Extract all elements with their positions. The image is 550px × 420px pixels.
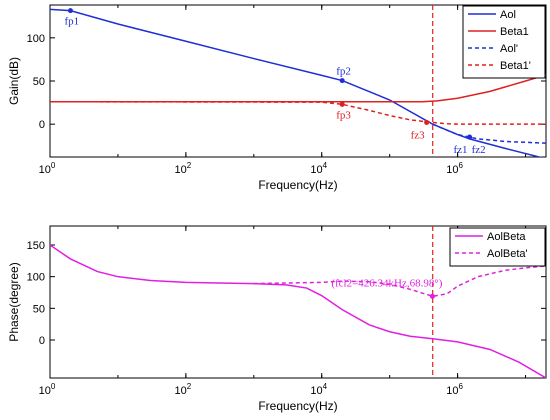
legend-entry: Beta1' — [500, 60, 531, 72]
legend: Aol Beta1 Aol' Beta1' — [462, 5, 546, 79]
annotation-label: fp3 — [336, 109, 351, 121]
x-tick-exponent: 4 — [323, 382, 328, 391]
annotation-label: fz2 — [472, 144, 486, 156]
y-tick-label: 50 — [33, 303, 45, 315]
x-tick-label: 106 — [446, 161, 463, 176]
annotation-marker — [467, 134, 473, 140]
x-tick-base: 10 — [175, 385, 187, 397]
x-tick-label: 100 — [39, 382, 56, 397]
x-tick-exponent: 2 — [187, 161, 192, 170]
series-line-aolbeta-prime — [253, 265, 546, 298]
x-tick-base: 10 — [446, 385, 458, 397]
phase-subplot: 100 102 104 106050100150Frequency(Hz)Phase(… — [7, 225, 547, 413]
x-tick-base: 10 — [39, 164, 51, 176]
x-axis-label: Frequency(Hz) — [258, 178, 337, 192]
y-tick-label: 0 — [39, 335, 45, 347]
y-tick-label: 50 — [33, 76, 45, 88]
annotation-marker — [339, 78, 345, 84]
y-axis-label: Phase(degree) — [7, 262, 21, 341]
legend-box — [462, 5, 546, 79]
x-tick-label: 106 — [446, 382, 463, 397]
x-tick-base: 10 — [446, 164, 458, 176]
legend-entry: AolBeta — [487, 231, 526, 243]
x-tick-exponent: 2 — [187, 382, 192, 391]
x-tick-label: 102 — [175, 382, 192, 397]
x-tick-label: 102 — [175, 161, 192, 176]
x-tick-exponent: 6 — [459, 161, 464, 170]
y-axis-label: Gain(dB) — [7, 57, 21, 105]
annotation-marker — [424, 119, 430, 125]
x-tick-exponent: 0 — [51, 382, 56, 391]
x-axis-label: Frequency(Hz) — [258, 399, 337, 413]
x-tick-label: 100 — [39, 161, 56, 176]
x-tick-base: 10 — [310, 385, 322, 397]
x-tick-base: 10 — [39, 385, 51, 397]
y-tick-label: 150 — [27, 240, 45, 252]
y-tick-label: 0 — [39, 119, 45, 131]
legend-box — [449, 227, 546, 267]
x-tick-label: 104 — [310, 382, 327, 397]
x-tick-exponent: 4 — [323, 161, 328, 170]
legend-entry: Aol — [500, 9, 516, 21]
x-tick-base: 10 — [310, 164, 322, 176]
legend-entry: Beta1 — [500, 26, 529, 38]
series-line-beta1-prime — [50, 100, 546, 125]
series-line-aolbeta — [50, 244, 546, 378]
annotation-label: fz1 — [454, 144, 468, 156]
series-line-aol-prime — [432, 123, 546, 144]
annotation-label: (fcl2=426.34kHz,68.98°) — [331, 277, 442, 289]
annotation-marker — [429, 293, 435, 299]
annotation-marker — [339, 101, 345, 107]
annotation-label: fp2 — [336, 66, 351, 78]
legend-entry: Aol' — [500, 43, 518, 55]
y-tick-label: 100 — [27, 272, 45, 284]
annotation-label: fp1 — [64, 16, 79, 28]
annotation-label: fz3 — [411, 129, 426, 141]
legend: AolBeta AolBeta' — [449, 227, 546, 267]
legend-entry: AolBeta' — [487, 248, 528, 260]
gain-subplot: 100 102 104 106050100Frequency(Hz)Gain(dB)f… — [7, 4, 547, 192]
plot-data-layer — [50, 226, 546, 378]
x-tick-exponent: 6 — [459, 382, 464, 391]
x-tick-base: 10 — [175, 164, 187, 176]
annotation-marker — [67, 8, 73, 14]
y-tick-label: 100 — [27, 33, 45, 45]
x-tick-exponent: 0 — [51, 161, 56, 170]
x-tick-label: 104 — [310, 161, 327, 176]
series-line-beta1 — [50, 74, 546, 103]
